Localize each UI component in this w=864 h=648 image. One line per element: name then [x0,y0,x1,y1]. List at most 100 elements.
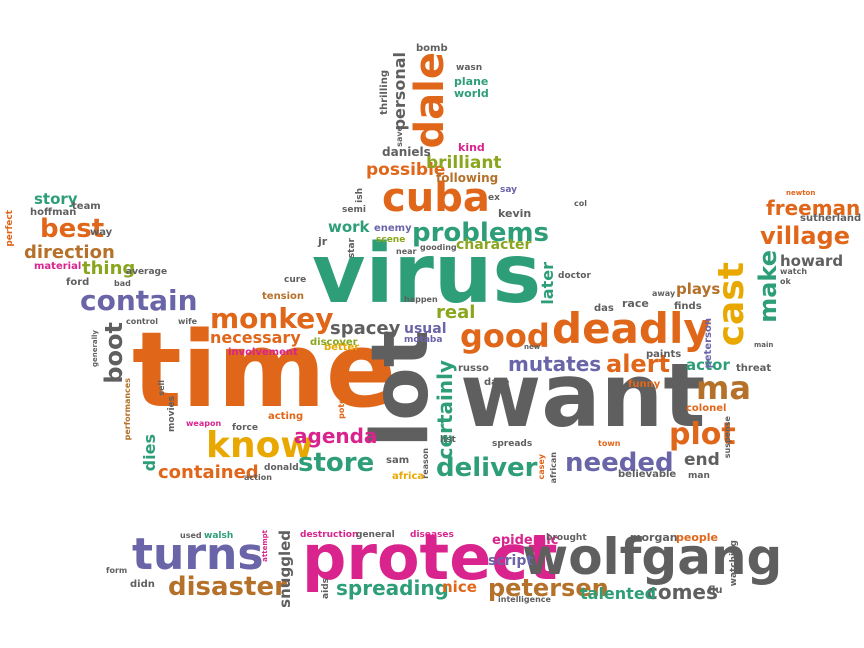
word-jr: jr [318,235,328,248]
word-walsh: walsh [204,531,234,541]
word-watching: watching [729,540,739,587]
word-store: store [298,448,375,478]
word-protect: protect [302,521,558,594]
word-story: story [34,190,78,208]
word-diseases: diseases [410,530,454,540]
word-finds: finds [674,301,702,312]
word-gooding: gooding [420,243,457,252]
word-believable: believable [618,469,677,480]
word-cast: cast [711,262,752,347]
word-actor: actor [686,356,730,374]
word-possible: possible [366,160,446,180]
word-virus: virus [312,227,542,322]
word-reason: reason [421,448,430,479]
word-howard: howard [780,252,844,270]
word-form: form [106,566,128,575]
word-cure: cure [284,275,307,285]
word-sell: sell [157,380,166,396]
word-village: village [760,222,850,250]
word-freeman: freeman [766,196,861,220]
word-man: man [688,471,710,481]
word-funny: funny [628,379,661,390]
word-sutherland: sutherland [800,213,862,224]
word-boot: boot [100,322,128,384]
word-control: control [126,317,158,326]
word-direction: direction [24,242,115,263]
word-town: town [598,439,621,448]
word-want: want [460,344,706,447]
word-usual: usual [404,321,447,337]
word-character: character [456,237,532,253]
word-hoffman: hoffman [30,207,77,218]
word-ok: ok [780,277,791,286]
word-scene: scene [376,235,406,245]
word-ford: ford [66,277,90,288]
word-wolfgang: wolfgang [522,528,783,586]
word-sam: sam [386,455,410,466]
word-way: way [90,227,113,238]
word-end: end [684,450,720,470]
word-snuggled: snuggled [276,530,294,608]
word-problems: problems [412,218,550,248]
word-monkey: monkey [210,302,334,335]
word-motaba: motaba [404,335,443,345]
word-threat: threat [736,363,772,374]
word-suspense: suspense [723,416,732,459]
word-col: col [574,199,587,208]
word-plot: plot [669,417,736,452]
word-turns: turns [132,529,264,580]
word-time: time [132,309,397,431]
word-new: new [524,343,541,351]
word-say: say [500,185,518,195]
word-comes: comes [646,580,718,604]
word-donald: donald [264,463,299,473]
word-better: better [324,342,360,353]
word-casey: casey [537,454,546,480]
word-star: star [347,238,357,259]
word-deadly: deadly [552,304,711,353]
word-plays: plays [676,280,721,298]
word-daniels: daniels [382,145,431,159]
word-ma: ma [696,369,751,407]
word-later: later [538,262,557,305]
word-acting: acting [268,411,304,422]
word-ish: ish [355,188,365,203]
word-away: away [652,289,676,298]
word-epidemic: epidemic [492,533,559,548]
word-agenda: agenda [294,424,378,448]
word-good: good [460,317,550,355]
word-africa: africa [392,471,425,482]
word-das: das [594,303,614,314]
word-performances: performances [123,378,132,441]
word-plane: plane [454,75,489,88]
word-dies: dies [140,434,159,472]
word-attempt: attempt [261,530,269,562]
word-thing: thing [82,258,136,279]
word-intelligence: intelligence [498,595,551,604]
word-happen: happen [404,295,438,304]
word-real: real [436,302,476,323]
word-bad: bad [114,279,131,288]
word-kevin: kevin [498,207,532,220]
word-following: following [436,171,499,185]
word-spreading: spreading [336,576,449,600]
word-main: main [754,341,774,349]
word-talented: talented [580,584,657,603]
word-thrilling: thrilling [379,70,390,115]
word-african: african [549,452,558,484]
word-disaster: disaster [168,572,287,602]
word-brilliant: brilliant [426,153,502,173]
word-general: general [356,530,395,540]
word-flu: flu [708,585,723,596]
word-discover: discover [310,337,358,348]
word-team: team [72,201,101,212]
word-bomb: bomb [416,43,448,54]
word-people: people [676,531,718,544]
word-used: used [180,531,202,540]
word-material: material [34,261,82,272]
word-best: best [40,214,105,244]
word-wasn: wasn [456,63,483,73]
word-work: work [328,218,370,236]
word-needed: needed [565,448,674,478]
word-dale: dale [407,52,453,149]
